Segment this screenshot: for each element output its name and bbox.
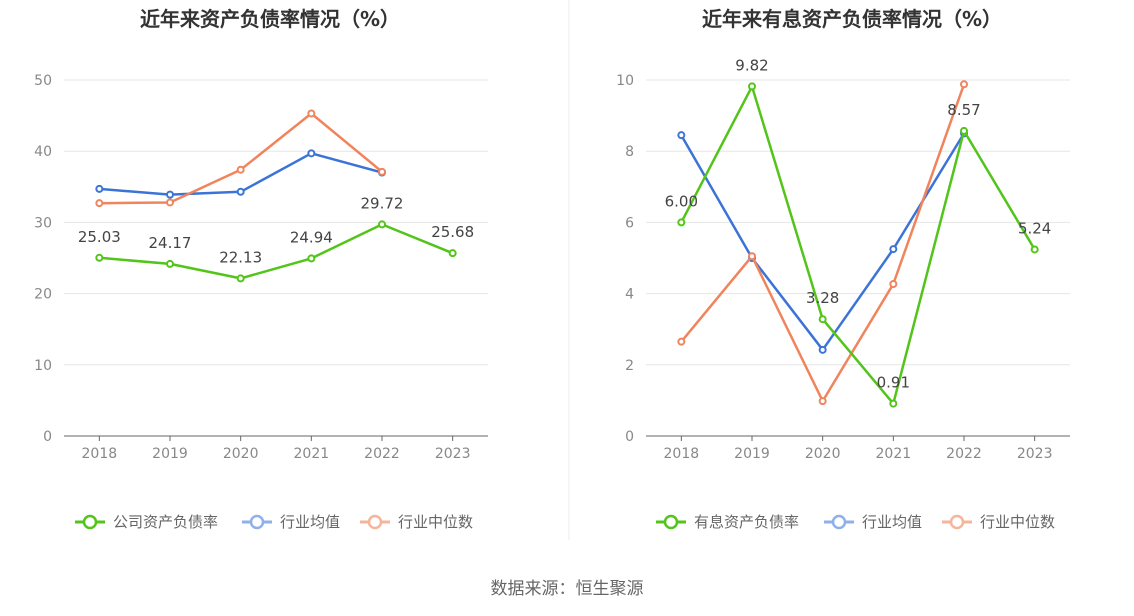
y-tick-label: 10 [616, 73, 634, 89]
legend-marker [831, 514, 847, 530]
legend-marker [82, 514, 98, 530]
chart-2: 近年来有息资产负债率情况（%） 0 2 4 6 8 10 2018 2019 2020 2021 20… [616, 7, 1070, 531]
data-source-note: 数据来源：恒生聚源 [490, 579, 644, 599]
data-label: 25.68 [431, 223, 474, 241]
data-label: 22.13 [219, 248, 262, 266]
y-tick-label: 20 [34, 287, 52, 303]
data-point [889, 245, 898, 254]
data-label: 8.57 [947, 101, 980, 119]
series-line [680, 85, 1036, 405]
legend-item: 行业均值 [824, 513, 922, 531]
x-tick-label: 2021 [294, 446, 330, 462]
data-point [307, 109, 316, 118]
data-point [748, 252, 756, 261]
data-point [378, 220, 386, 229]
y-tick-label: 2 [625, 358, 634, 374]
legend-marker [949, 514, 965, 530]
chart-title: 近年来资产负债率情况（%） [140, 7, 400, 31]
data-point [236, 187, 245, 196]
data-point [818, 315, 827, 324]
data-label: 6.00 [665, 192, 698, 210]
y-tick-label: 6 [625, 215, 634, 231]
data-point [677, 337, 686, 346]
legend-item: 公司资产负债率 [75, 513, 218, 531]
data-point [1030, 245, 1039, 254]
y-tick-label: 30 [34, 215, 52, 231]
legend-label: 有息资产负债率 [694, 513, 799, 531]
data-label: 0.91 [877, 374, 910, 392]
data-point [236, 165, 245, 174]
data-label: 3.28 [806, 289, 839, 307]
data-point [307, 254, 316, 263]
data-point [95, 253, 104, 262]
y-tick-label: 4 [625, 287, 634, 303]
x-tick-label: 2020 [223, 446, 259, 462]
data-point [166, 190, 174, 199]
data-point [166, 198, 174, 207]
legend-item: 行业中位数 [942, 513, 1055, 531]
legend-label: 行业均值 [862, 513, 922, 531]
y-tick-label: 50 [34, 73, 52, 89]
chart-1: 近年来资产负债率情况（%） 0 10 20 30 40 50 2018 2019 2020 2021… [34, 7, 488, 531]
x-tick-label: 2023 [435, 446, 471, 462]
x-tick-label: 2018 [664, 446, 700, 462]
data-label: 9.82 [735, 56, 768, 74]
data-point [95, 184, 104, 193]
legend-marker [663, 514, 679, 530]
legend-label: 行业中位数 [980, 513, 1055, 531]
x-tick-label: 2023 [1017, 446, 1053, 462]
x-tick-label: 2022 [946, 446, 982, 462]
data-point [889, 399, 898, 408]
x-tick-label: 2019 [152, 446, 188, 462]
data-point [677, 131, 686, 140]
data-label: 25.03 [78, 228, 121, 246]
legend-item: 有息资产负债率 [656, 513, 799, 531]
y-tick-label: 10 [34, 358, 52, 374]
data-point [166, 259, 174, 268]
legend-label: 行业均值 [280, 513, 340, 531]
legend-marker [249, 514, 265, 530]
data-point [95, 199, 104, 208]
chart-title: 近年来有息资产负债率情况（%） [702, 7, 1002, 31]
legend-item: 行业均值 [242, 513, 340, 531]
x-tick-label: 2022 [364, 446, 400, 462]
y-tick-label: 0 [43, 429, 52, 445]
y-tick-label: 8 [625, 144, 634, 160]
data-point [818, 397, 827, 406]
x-tick-label: 2018 [82, 446, 118, 462]
data-point [378, 167, 386, 176]
data-point [307, 149, 316, 158]
data-point [448, 249, 457, 258]
data-point [960, 126, 968, 135]
x-tick-label: 2019 [734, 446, 770, 462]
data-point [677, 218, 686, 227]
data-point [748, 82, 756, 91]
data-label: 24.94 [290, 228, 333, 246]
data-point [889, 279, 898, 288]
legend-label: 公司资产负债率 [113, 513, 218, 531]
legend-item: 行业中位数 [360, 513, 473, 531]
x-tick-label: 2020 [805, 446, 841, 462]
data-label: 24.17 [149, 234, 192, 252]
y-tick-label: 0 [625, 429, 634, 445]
x-tick-label: 2021 [876, 446, 912, 462]
legend-label: 行业中位数 [398, 513, 473, 531]
y-tick-label: 40 [34, 144, 52, 160]
legend-marker [367, 514, 383, 530]
data-label: 5.24 [1018, 219, 1051, 237]
data-label: 29.72 [361, 194, 404, 212]
data-point [236, 274, 245, 283]
data-point [818, 345, 827, 354]
data-point [960, 80, 968, 89]
series-line [99, 223, 454, 280]
